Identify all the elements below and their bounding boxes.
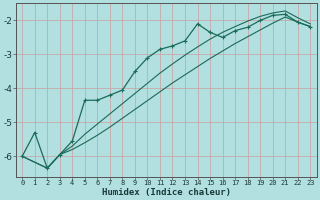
X-axis label: Humidex (Indice chaleur): Humidex (Indice chaleur) (102, 188, 231, 197)
